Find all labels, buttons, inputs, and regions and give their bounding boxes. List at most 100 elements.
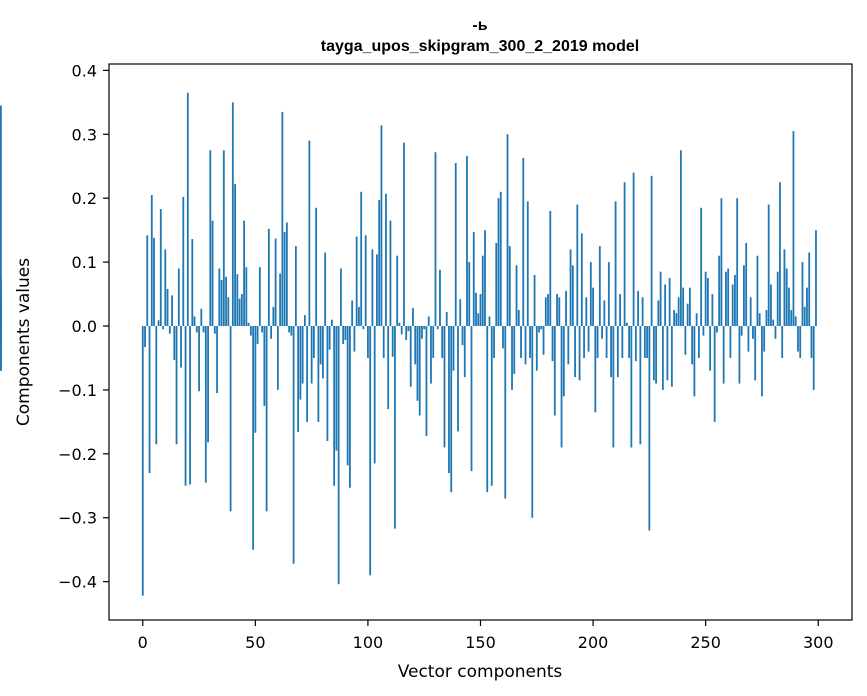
bar [200,308,203,327]
bar [389,220,392,327]
bar [544,297,547,327]
bar [484,230,486,327]
bar [770,284,772,327]
bar [725,271,727,327]
bar [781,326,784,358]
bar [686,303,689,327]
bar [470,326,473,472]
bar [790,310,793,327]
bar [574,326,576,378]
bar [346,326,349,466]
bar [646,326,649,358]
bar [477,313,480,327]
bar [643,326,646,358]
bar [306,326,309,422]
bar [567,326,570,365]
bar [587,326,590,352]
bar [639,326,642,445]
bar [747,326,750,352]
bar [670,326,673,387]
bar [797,326,799,352]
bar [493,326,495,358]
bar [709,326,712,371]
bar [436,326,439,330]
bar [634,326,637,362]
bar [441,326,444,358]
bar [481,255,484,327]
bar [373,326,376,464]
bar [355,236,358,327]
bar [596,326,599,358]
y-tick-label: 0.2 [72,189,97,208]
bar [648,326,651,531]
bar [202,326,205,333]
bar [517,310,520,327]
bar [213,326,216,334]
bar [340,268,342,327]
bar [810,326,813,358]
bar [522,157,525,327]
bar [168,326,171,334]
bar [459,299,462,327]
bar [272,306,275,327]
bar [490,326,493,486]
bar [204,326,207,483]
bar [423,326,426,330]
bar [427,316,430,327]
bar [186,92,189,327]
bar [673,310,676,327]
bar [180,326,182,368]
bar [520,326,522,358]
bar [360,191,363,327]
bar [580,233,583,327]
bar [416,326,419,401]
bar [711,294,714,327]
bar [344,326,347,341]
bar [749,297,752,327]
bar [461,326,464,346]
bar [625,322,628,327]
bar [682,287,685,327]
bar [153,237,155,327]
bar [684,326,687,355]
bar [319,326,322,365]
bar [283,232,286,327]
bar [382,326,385,358]
bar [270,326,273,339]
bar [720,198,723,327]
bar [592,287,594,327]
bar [157,320,160,327]
bar [367,326,369,358]
bar [144,326,146,348]
bar [502,326,504,349]
bar [193,316,196,327]
bar [229,326,232,512]
bar [391,326,394,357]
bar [303,315,306,327]
bar [432,326,435,358]
bar [605,326,608,358]
bar [763,326,766,352]
bar [761,326,763,397]
bar [549,210,552,327]
bar [479,294,482,327]
bar [765,310,768,327]
bar [576,204,579,327]
bar [231,102,234,327]
bar [700,207,703,327]
bar [177,268,180,327]
bar [184,326,187,486]
bar [713,326,716,422]
bar [211,220,214,327]
bar [738,326,741,384]
bar [652,326,655,381]
bar [529,326,531,358]
bar [414,326,417,365]
bar [779,182,781,327]
bar [274,238,277,327]
y-tick-label: −0.1 [58,381,97,400]
bar [351,300,354,327]
bar [288,326,291,333]
bar [794,316,797,327]
